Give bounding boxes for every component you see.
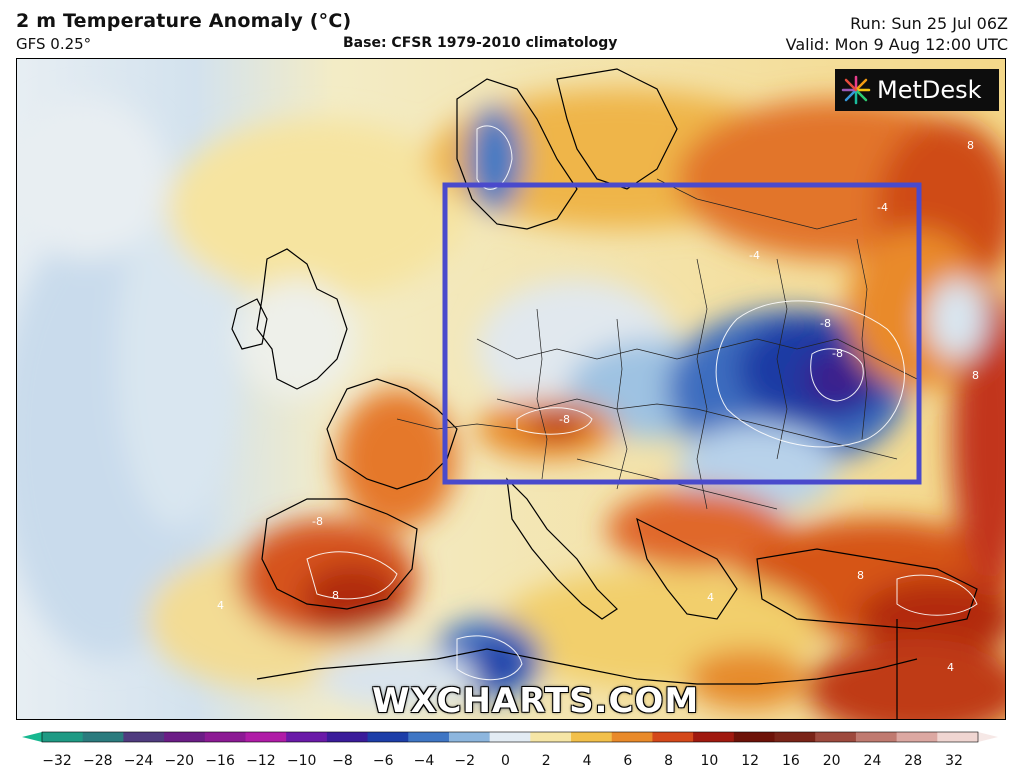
colorbar-swatch bbox=[733, 732, 776, 742]
colorbar-tick-label: 28 bbox=[904, 753, 923, 769]
colorbar-tick-label: 16 bbox=[781, 753, 800, 769]
contour-label: 8 bbox=[332, 589, 339, 602]
contour-label: -8 bbox=[559, 413, 570, 426]
anomaly-map[interactable]: -8 -8 -8 -4 -4 -8 8 8 8 8 4 4 4 bbox=[16, 58, 1006, 720]
colorbar-swatch bbox=[82, 732, 124, 742]
colorbar-swatch bbox=[489, 732, 531, 742]
colorbar-swatch bbox=[123, 732, 165, 742]
coastlines bbox=[231, 68, 978, 719]
colorbar-swatch bbox=[896, 732, 938, 742]
colorbar-tick-label: −28 bbox=[82, 753, 113, 769]
anomaly-shading bbox=[17, 89, 1005, 719]
colorbar-tick-label: −24 bbox=[123, 753, 154, 769]
run-time-label: Run: Sun 25 Jul 06Z bbox=[850, 14, 1008, 33]
colorbar-swatch bbox=[937, 732, 979, 742]
contour-label: -4 bbox=[877, 201, 888, 214]
colorbar-tick-label: 8 bbox=[664, 753, 674, 769]
colorbar-swatch bbox=[855, 732, 898, 742]
colorbar-tick-label: −16 bbox=[205, 753, 235, 769]
colorbar-swatch bbox=[611, 732, 653, 742]
base-climatology-label: Base: CFSR 1979-2010 climatology bbox=[343, 35, 618, 51]
colorbar-tick-label: −10 bbox=[286, 753, 317, 769]
colorbar-tick-label: 2 bbox=[541, 753, 551, 769]
colorbar-min-arrow bbox=[22, 732, 42, 742]
metdesk-logo-text: MetDesk bbox=[877, 76, 982, 104]
contour-label: 4 bbox=[707, 591, 714, 604]
colorbar-tick-label: −20 bbox=[164, 753, 195, 769]
contour-label: 4 bbox=[217, 599, 224, 612]
colorbar-tick-label: 6 bbox=[623, 753, 633, 769]
colorbar-tick-label: −12 bbox=[246, 753, 276, 769]
colorbar-swatch bbox=[286, 732, 328, 742]
colorbar-swatch bbox=[42, 732, 84, 742]
colorbar-tick-label: 10 bbox=[700, 753, 719, 769]
colorbar-strip bbox=[22, 731, 998, 743]
colorbar-swatch bbox=[408, 732, 450, 742]
contour-label: -8 bbox=[832, 347, 843, 360]
contour-label: 8 bbox=[972, 369, 979, 382]
contour-label: -8 bbox=[820, 317, 831, 330]
contour-label-group: -8 -8 -8 -4 -4 -8 8 8 8 8 4 4 4 bbox=[217, 139, 979, 674]
colorbar-tick-label: 20 bbox=[822, 753, 841, 769]
colorbar-swatch bbox=[571, 732, 613, 742]
colorbar-swatch bbox=[774, 732, 816, 742]
model-label: GFS 0.25° bbox=[16, 35, 92, 53]
country-borders bbox=[396, 178, 918, 510]
colorbar-tick-label: −8 bbox=[332, 753, 353, 769]
wxcharts-watermark: WXCHARTS.COM bbox=[372, 681, 700, 720]
colorbar-tick-label: −32 bbox=[42, 753, 72, 769]
colorbar-tick-label: −4 bbox=[413, 753, 435, 769]
metdesk-burst-icon bbox=[841, 75, 871, 105]
colorbar-swatch bbox=[164, 732, 206, 742]
colorbar-max-arrow bbox=[978, 732, 998, 742]
map-canvas: -8 -8 -8 -4 -4 -8 8 8 8 8 4 4 4 bbox=[17, 59, 1005, 719]
colorbar-outline bbox=[41, 731, 979, 743]
colorbar-tick-label: 24 bbox=[863, 753, 882, 769]
metdesk-logo: MetDesk bbox=[835, 69, 999, 111]
colorbar-swatch bbox=[448, 732, 491, 742]
colorbar-tick-label: 32 bbox=[945, 753, 963, 769]
colorbar-swatch bbox=[367, 732, 409, 742]
colorbar-swatch bbox=[652, 732, 694, 742]
colorbar-swatch bbox=[245, 732, 287, 742]
colorbar-swatch bbox=[693, 732, 735, 742]
colorbar-tick-label: −2 bbox=[454, 753, 476, 769]
colorbar-swatch bbox=[530, 732, 572, 742]
contour-label: -4 bbox=[749, 249, 760, 262]
contour-label: 8 bbox=[857, 569, 864, 582]
colorbar: −32 −28 −24 −20 −16 −12 −10 −8 −6 −4 −2 0 2 4 6 8 10 12 16… bbox=[20, 728, 1000, 778]
contour-label: 8 bbox=[967, 139, 974, 152]
colorbar-tick-label: 0 bbox=[501, 753, 510, 769]
chart-title: 2 m Temperature Anomaly (°C) bbox=[16, 10, 352, 32]
contour-label: -8 bbox=[312, 515, 323, 528]
highlight-box bbox=[442, 182, 922, 485]
colorbar-swatch bbox=[815, 732, 857, 742]
colorbar-tick-label: 12 bbox=[741, 753, 760, 769]
contour-label: 4 bbox=[947, 661, 954, 674]
colorbar-tick-label: −6 bbox=[372, 753, 394, 769]
colorbar-tick-label: 4 bbox=[582, 753, 592, 769]
colorbar-swatch bbox=[204, 732, 246, 742]
colorbar-swatch bbox=[326, 732, 369, 742]
valid-time-label: Valid: Mon 9 Aug 12:00 UTC bbox=[785, 35, 1008, 54]
